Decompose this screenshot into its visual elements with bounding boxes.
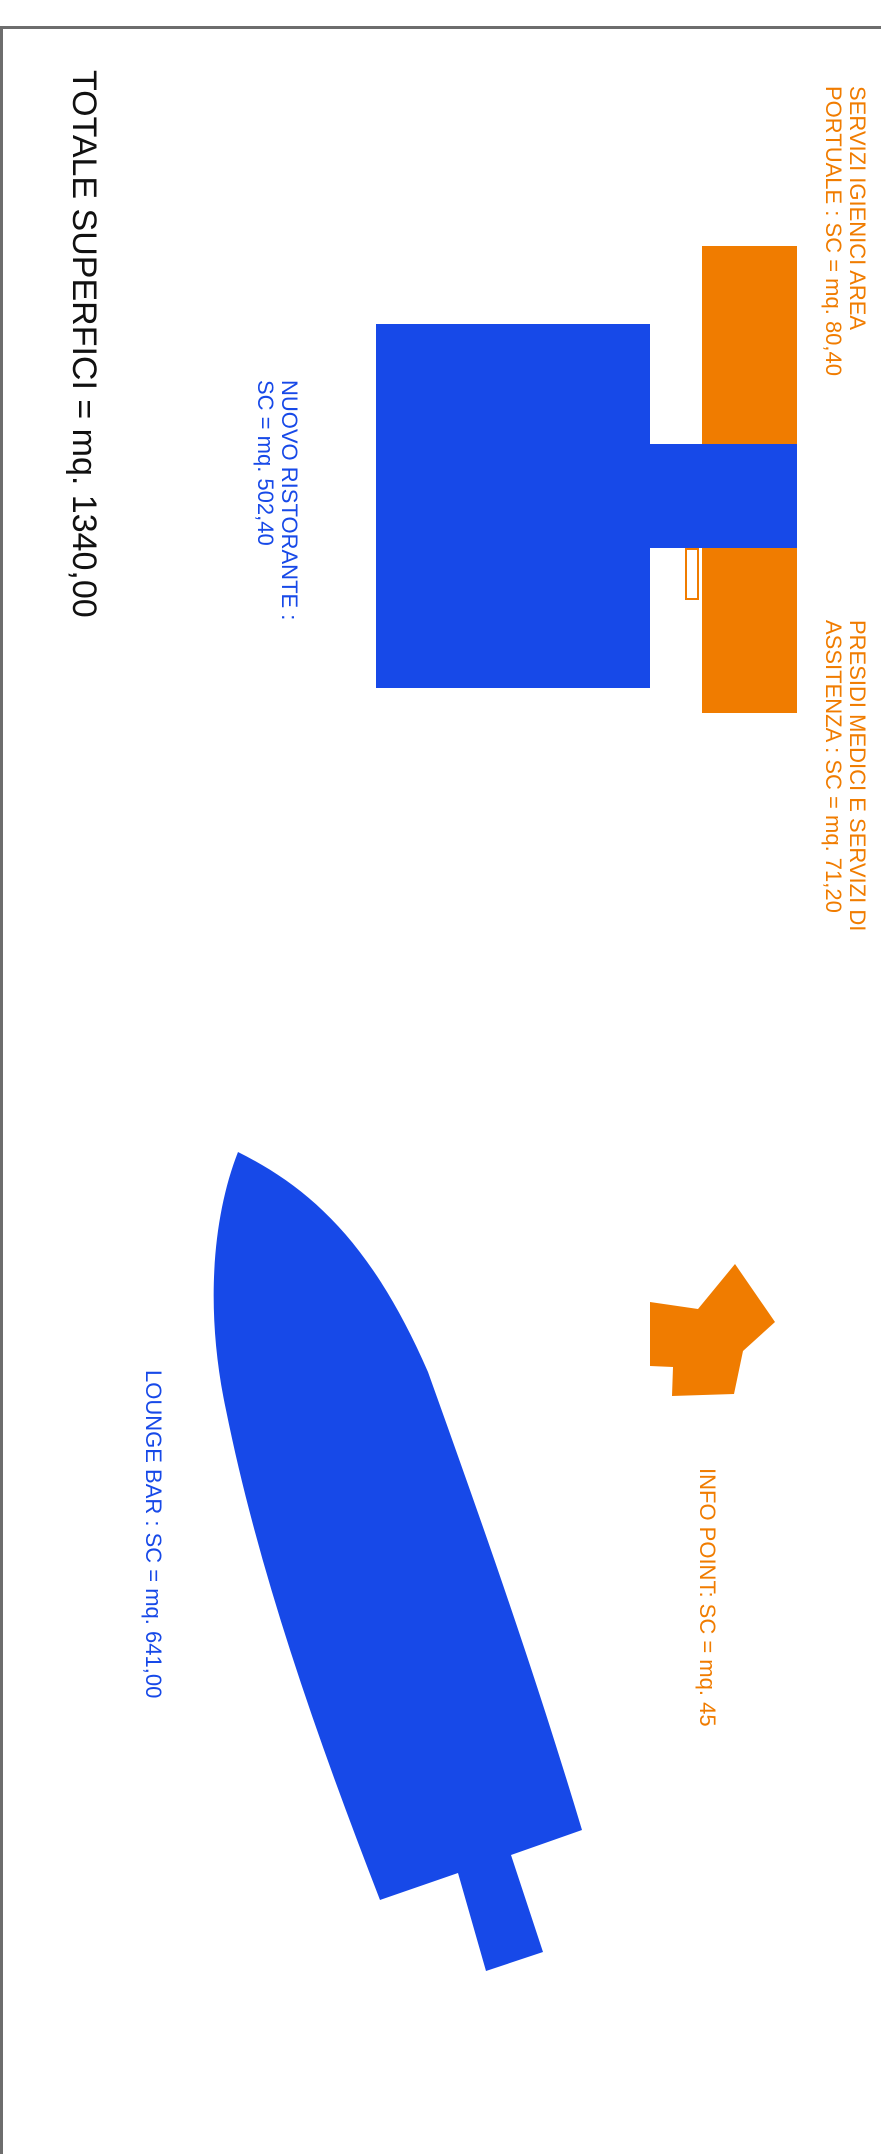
services-area-label: SERVIZI IGIENICI AREA PORTUALE : SC = mq…: [821, 86, 870, 376]
info-point-label: INFO POINT: SC = mq. 45: [695, 1468, 720, 1727]
medical-services-building: [702, 548, 797, 713]
restaurant-main-building: [376, 324, 650, 688]
medical-services-label-line-1: PRESIDI MEDICI E SERVIZI DI: [845, 620, 870, 932]
medical-services-label: PRESIDI MEDICI E SERVIZI DI ASSITENZA : …: [821, 620, 870, 932]
restaurant-label-line-2: SC = mq. 502,40: [253, 380, 279, 546]
left-border-line: [0, 26, 3, 2154]
services-area-building: [702, 246, 797, 444]
services-area-label-line-1: SERVIZI IGIENICI AREA: [845, 86, 870, 331]
restaurant-connector: [646, 444, 797, 548]
restaurant-small-notch: [685, 548, 699, 600]
top-border-line: [0, 26, 881, 29]
lounge-bar-label: LOUNGE BAR : SC = mq. 641,00: [141, 1370, 166, 1699]
restaurant-label-line-1: NUOVO RISTORANTE :: [277, 380, 302, 621]
services-area-label-line-2: PORTUALE : SC = mq. 80,40: [821, 86, 847, 376]
info-point-building: [650, 1264, 775, 1396]
total-surface-label: TOTALE SUPERFICI = mq. 1340,00: [65, 70, 103, 618]
restaurant-label: NUOVO RISTORANTE : SC = mq. 502,40: [253, 380, 302, 621]
medical-services-label-line-2: ASSITENZA : SC = mq. 71,20: [821, 620, 847, 913]
lounge-bar-building: [213, 1152, 583, 1971]
